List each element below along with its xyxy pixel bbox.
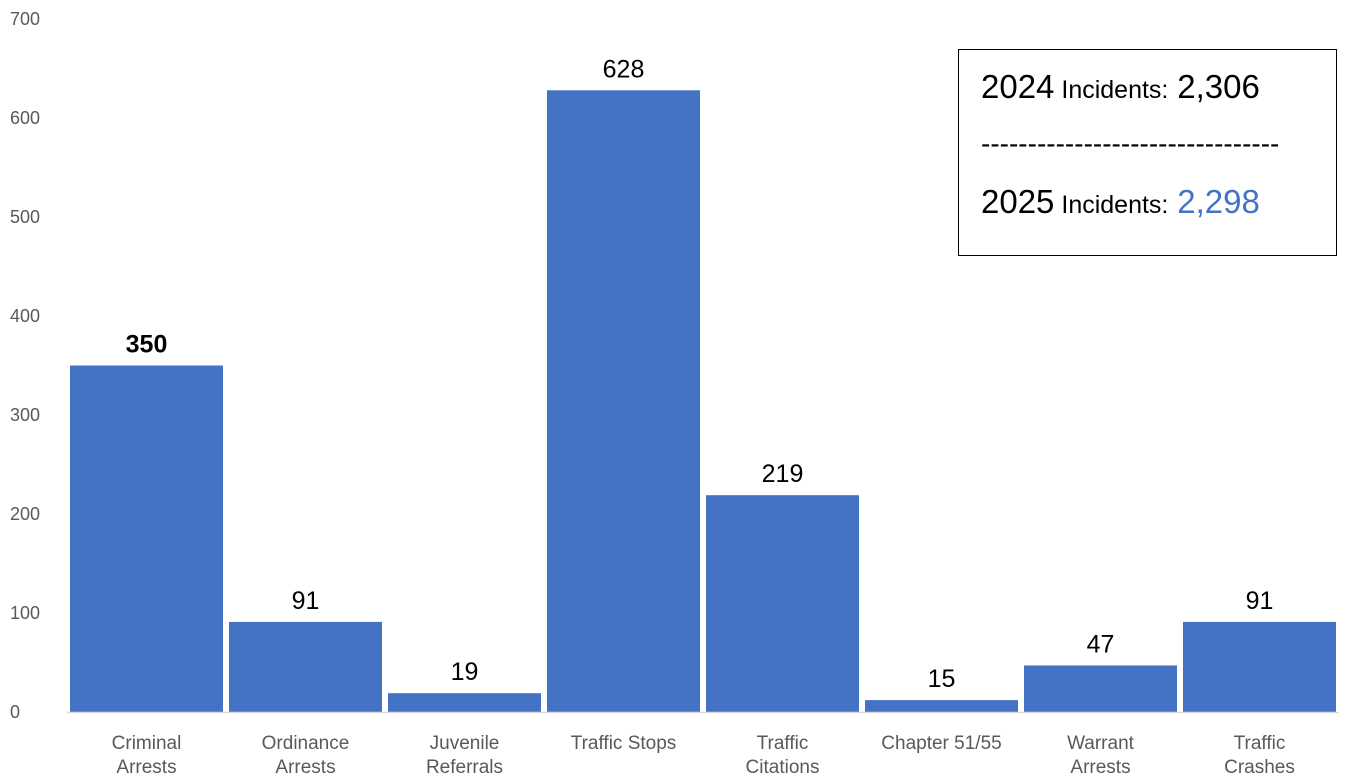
data-label: 350: [126, 331, 168, 359]
bar: [1024, 665, 1177, 712]
x-tick-label: Ordinance: [262, 733, 350, 754]
summary-year-2025: 2025: [981, 183, 1055, 220]
x-tick-label: Citations: [746, 757, 820, 778]
x-tick-label: Arrests: [1070, 757, 1130, 778]
bar: [706, 495, 859, 712]
x-tick-label: Chapter 51/55: [881, 733, 1001, 754]
data-label: 91: [292, 587, 320, 615]
y-tick-label: 200: [10, 504, 40, 524]
x-tick-label: Juvenile: [430, 733, 500, 754]
x-tick-label: Traffic Stops: [571, 733, 677, 754]
data-label: 91: [1246, 587, 1274, 615]
summary-label-2024: Incidents:: [1054, 76, 1169, 104]
summary-row-2025: 2025 Incidents: 2,298: [981, 183, 1260, 221]
bar: [547, 90, 700, 712]
x-tick-label: Traffic: [757, 733, 809, 754]
x-tick-label: Criminal: [112, 733, 182, 754]
y-tick-label: 0: [10, 702, 20, 722]
bar: [1183, 621, 1336, 712]
x-tick-label: Arrests: [275, 757, 335, 778]
summary-value-2025: 2,298: [1177, 183, 1260, 220]
data-label: 19: [451, 658, 479, 686]
y-tick-label: 700: [10, 9, 40, 29]
x-tick-label: Arrests: [116, 757, 176, 778]
bar: [70, 365, 223, 712]
data-label: 219: [762, 460, 804, 488]
bar: [229, 621, 382, 712]
y-tick-label: 300: [10, 405, 40, 425]
bar: [865, 700, 1018, 712]
data-label: 628: [603, 55, 645, 83]
x-tick-label: Crashes: [1224, 757, 1295, 778]
summary-label-2025: Incidents:: [1054, 191, 1169, 219]
bar: [388, 693, 541, 712]
summary-divider: --------------------------------: [981, 128, 1280, 159]
y-tick-label: 500: [10, 207, 40, 227]
x-tick-label: Traffic: [1234, 733, 1286, 754]
y-tick-label: 100: [10, 603, 40, 623]
y-tick-label: 600: [10, 108, 40, 128]
y-tick-label: 400: [10, 306, 40, 326]
x-tick-label: Referrals: [426, 757, 503, 778]
summary-row-2024: 2024 Incidents: 2,306: [981, 68, 1260, 106]
incident-summary-box: 2024 Incidents: 2,306 ------------------…: [958, 49, 1337, 256]
summary-value-2024: 2,306: [1177, 68, 1260, 105]
data-label: 15: [928, 665, 956, 693]
summary-year-2024: 2024: [981, 68, 1055, 105]
x-tick-label: Warrant: [1067, 733, 1135, 754]
data-label: 47: [1087, 630, 1115, 658]
